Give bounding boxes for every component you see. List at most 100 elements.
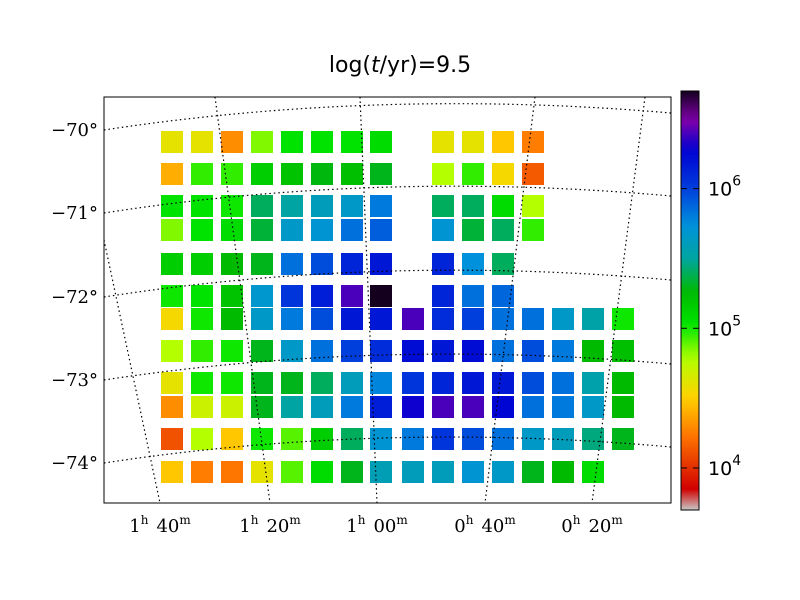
data-cell bbox=[432, 253, 454, 275]
coordinate-grid bbox=[103, 96, 672, 504]
x-tick-label: 1h 00m bbox=[346, 513, 408, 537]
data-cell bbox=[492, 372, 514, 394]
data-cell bbox=[281, 461, 303, 483]
data-cell bbox=[341, 195, 363, 217]
data-cell bbox=[522, 131, 544, 153]
data-cell bbox=[251, 285, 273, 307]
grid-line bbox=[359, 96, 378, 504]
data-cell bbox=[552, 461, 574, 483]
grid-line bbox=[103, 185, 672, 214]
data-cell bbox=[281, 396, 303, 418]
data-cell bbox=[370, 253, 392, 275]
data-cell bbox=[251, 461, 273, 483]
data-cell bbox=[612, 340, 634, 362]
data-cell bbox=[582, 372, 604, 394]
data-cell bbox=[552, 372, 574, 394]
data-cell bbox=[341, 461, 363, 483]
data-cell bbox=[221, 253, 243, 275]
y-tick-label: −72° bbox=[51, 287, 98, 308]
data-cell bbox=[370, 396, 392, 418]
data-cell bbox=[432, 285, 454, 307]
data-cell bbox=[341, 372, 363, 394]
data-cell bbox=[432, 219, 454, 241]
data-cell bbox=[492, 340, 514, 362]
x-tick-label: 1h 20m bbox=[239, 513, 301, 537]
data-cell bbox=[462, 219, 484, 241]
plot-frame bbox=[103, 96, 672, 504]
data-cell bbox=[161, 285, 183, 307]
data-cell bbox=[251, 163, 273, 185]
data-cell bbox=[221, 340, 243, 362]
data-cell bbox=[161, 163, 183, 185]
data-cell bbox=[492, 163, 514, 185]
data-cell bbox=[582, 461, 604, 483]
data-cell bbox=[370, 131, 392, 153]
grid-line bbox=[103, 103, 672, 131]
data-cell bbox=[492, 428, 514, 450]
x-tick-label: 0h 40m bbox=[454, 513, 516, 537]
data-cell bbox=[221, 461, 243, 483]
data-cell bbox=[582, 428, 604, 450]
data-cell bbox=[281, 340, 303, 362]
data-cell bbox=[492, 461, 514, 483]
data-cell bbox=[281, 195, 303, 217]
data-cell bbox=[191, 340, 213, 362]
grid-line bbox=[103, 436, 672, 464]
data-cell bbox=[221, 163, 243, 185]
data-cell bbox=[191, 285, 213, 307]
data-cell bbox=[462, 131, 484, 153]
data-cell bbox=[612, 372, 634, 394]
data-cell bbox=[492, 285, 514, 307]
data-cell bbox=[161, 396, 183, 418]
data-cell bbox=[402, 340, 424, 362]
x-tick-label: 1h 40m bbox=[129, 513, 191, 537]
data-cell bbox=[462, 195, 484, 217]
data-cell bbox=[311, 340, 333, 362]
data-cell bbox=[552, 396, 574, 418]
data-cell bbox=[432, 308, 454, 330]
data-cell bbox=[522, 195, 544, 217]
data-cell bbox=[432, 461, 454, 483]
data-cell bbox=[432, 195, 454, 217]
data-cell bbox=[612, 396, 634, 418]
data-cell bbox=[492, 195, 514, 217]
data-cell bbox=[370, 461, 392, 483]
grid-line bbox=[591, 96, 646, 504]
data-cell bbox=[552, 308, 574, 330]
data-cell bbox=[462, 461, 484, 483]
data-cell bbox=[191, 219, 213, 241]
y-tick-label: −71° bbox=[51, 203, 98, 224]
data-cell bbox=[432, 131, 454, 153]
data-cell bbox=[462, 163, 484, 185]
data-cell bbox=[522, 396, 544, 418]
data-cell bbox=[221, 195, 243, 217]
data-cell bbox=[370, 372, 392, 394]
data-cell bbox=[161, 253, 183, 275]
data-cell bbox=[161, 461, 183, 483]
data-cell bbox=[251, 428, 273, 450]
data-cell bbox=[402, 428, 424, 450]
data-cell bbox=[341, 340, 363, 362]
data-cells bbox=[161, 131, 634, 483]
data-cell bbox=[370, 163, 392, 185]
data-cell bbox=[191, 195, 213, 217]
colorbar-ticks: 104 105 106 bbox=[681, 174, 741, 480]
y-tick-label: −70° bbox=[51, 120, 98, 141]
data-cell bbox=[341, 285, 363, 307]
data-cell bbox=[311, 131, 333, 153]
data-cell bbox=[281, 428, 303, 450]
colorbar: 104 105 106 bbox=[680, 90, 741, 511]
y-tick-label: −73° bbox=[51, 370, 98, 391]
data-cell bbox=[221, 131, 243, 153]
data-cell bbox=[492, 308, 514, 330]
x-axis: 1h 40m 1h 20m 1h 00m 0h 40m 0h 20m bbox=[129, 513, 623, 537]
data-cell bbox=[221, 219, 243, 241]
data-cell bbox=[191, 372, 213, 394]
data-cell bbox=[462, 396, 484, 418]
data-cell bbox=[311, 195, 333, 217]
data-cell bbox=[221, 285, 243, 307]
data-cell bbox=[462, 340, 484, 362]
grid-line bbox=[214, 96, 271, 504]
data-cell bbox=[311, 372, 333, 394]
data-cell bbox=[370, 308, 392, 330]
